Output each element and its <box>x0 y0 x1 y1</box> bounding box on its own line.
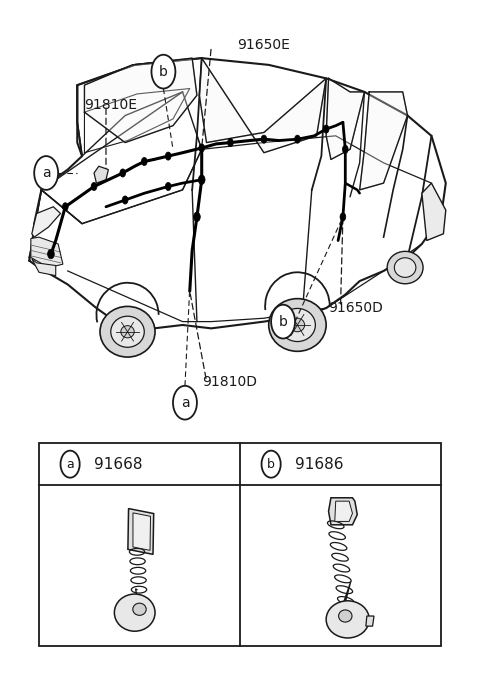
Text: 91650D: 91650D <box>328 301 384 315</box>
Circle shape <box>62 202 68 211</box>
Ellipse shape <box>338 610 352 622</box>
Circle shape <box>60 451 80 478</box>
Text: a: a <box>42 166 50 180</box>
Circle shape <box>120 169 126 177</box>
Circle shape <box>295 135 300 144</box>
Ellipse shape <box>387 251 423 284</box>
Ellipse shape <box>326 600 369 638</box>
Ellipse shape <box>111 316 144 347</box>
Polygon shape <box>422 183 446 240</box>
Circle shape <box>165 152 171 160</box>
Polygon shape <box>94 167 108 183</box>
Polygon shape <box>326 79 364 160</box>
Polygon shape <box>360 92 408 190</box>
Bar <box>39 443 441 646</box>
Polygon shape <box>32 259 56 276</box>
Polygon shape <box>328 498 357 525</box>
Circle shape <box>152 55 175 89</box>
Polygon shape <box>133 513 151 550</box>
Polygon shape <box>32 206 60 237</box>
Circle shape <box>198 175 205 184</box>
Circle shape <box>261 135 267 144</box>
Ellipse shape <box>133 603 146 615</box>
Ellipse shape <box>269 299 326 351</box>
Ellipse shape <box>395 258 416 278</box>
Text: b: b <box>267 458 275 471</box>
Circle shape <box>142 158 147 166</box>
Circle shape <box>122 196 128 204</box>
Text: 91810D: 91810D <box>202 376 257 389</box>
Circle shape <box>323 125 329 133</box>
Text: 91810E: 91810E <box>84 98 137 112</box>
Text: 91686: 91686 <box>295 457 344 472</box>
Text: a: a <box>180 395 189 410</box>
Polygon shape <box>128 508 154 554</box>
Polygon shape <box>31 237 63 267</box>
Circle shape <box>165 182 171 190</box>
Circle shape <box>173 386 197 420</box>
Ellipse shape <box>114 594 155 631</box>
Circle shape <box>340 213 346 221</box>
Circle shape <box>199 144 204 152</box>
Text: a: a <box>66 458 74 471</box>
Circle shape <box>342 146 348 154</box>
Polygon shape <box>335 501 352 521</box>
Circle shape <box>271 305 295 338</box>
Polygon shape <box>199 58 326 153</box>
Polygon shape <box>84 58 197 143</box>
Ellipse shape <box>279 309 315 341</box>
Circle shape <box>262 451 281 478</box>
Circle shape <box>91 182 97 190</box>
Circle shape <box>228 139 233 147</box>
Text: b: b <box>159 64 168 79</box>
Ellipse shape <box>100 307 155 357</box>
Text: 91650E: 91650E <box>238 38 290 51</box>
Ellipse shape <box>290 318 305 332</box>
Circle shape <box>193 212 200 221</box>
Circle shape <box>34 156 58 190</box>
Circle shape <box>48 249 54 259</box>
Polygon shape <box>366 616 374 626</box>
Ellipse shape <box>121 326 134 338</box>
Text: 91668: 91668 <box>94 457 143 472</box>
Text: b: b <box>278 315 288 328</box>
